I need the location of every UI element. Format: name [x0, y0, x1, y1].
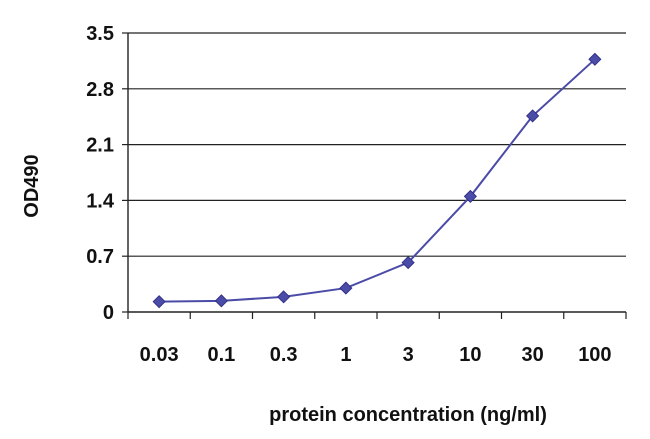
y-tick-label: 3.5 [86, 23, 114, 45]
data-point [152, 295, 166, 309]
y-tick-label: 1.4 [86, 190, 115, 212]
x-tick-label: 100 [578, 344, 611, 366]
x-tick-label: 0.03 [140, 344, 179, 366]
data-point [526, 109, 540, 123]
series-line [159, 58, 596, 303]
x-tick-label: 1 [340, 344, 351, 366]
data-point [401, 256, 415, 270]
y-tick-label: 0 [103, 302, 114, 324]
data-point [463, 189, 477, 203]
y-tick-label: 2.8 [86, 79, 114, 101]
x-tick-label: 0.3 [270, 344, 298, 366]
y-tick-label: 0.7 [86, 246, 114, 268]
x-tick-label: 30 [522, 344, 544, 366]
y-tick-labels: 0 0.7 1.4 2.1 2.8 3.5 [86, 23, 115, 324]
data-point [277, 290, 291, 304]
data-point [214, 294, 228, 308]
data-point [588, 52, 602, 66]
y-tick-label: 2.1 [86, 135, 114, 157]
x-axis-label: protein concentration (ng/ml) [269, 404, 547, 426]
grid-lines [128, 32, 626, 257]
axes [122, 32, 627, 319]
x-tick-label: 10 [459, 344, 481, 366]
series [152, 52, 602, 309]
data-point [339, 281, 353, 295]
x-tick-label: 0.1 [207, 344, 235, 366]
y-axis-label: OD490 [21, 154, 43, 217]
x-tick-labels: 0.03 0.1 0.3 1 3 10 30 100 [140, 344, 612, 366]
x-tick-label: 3 [403, 344, 414, 366]
